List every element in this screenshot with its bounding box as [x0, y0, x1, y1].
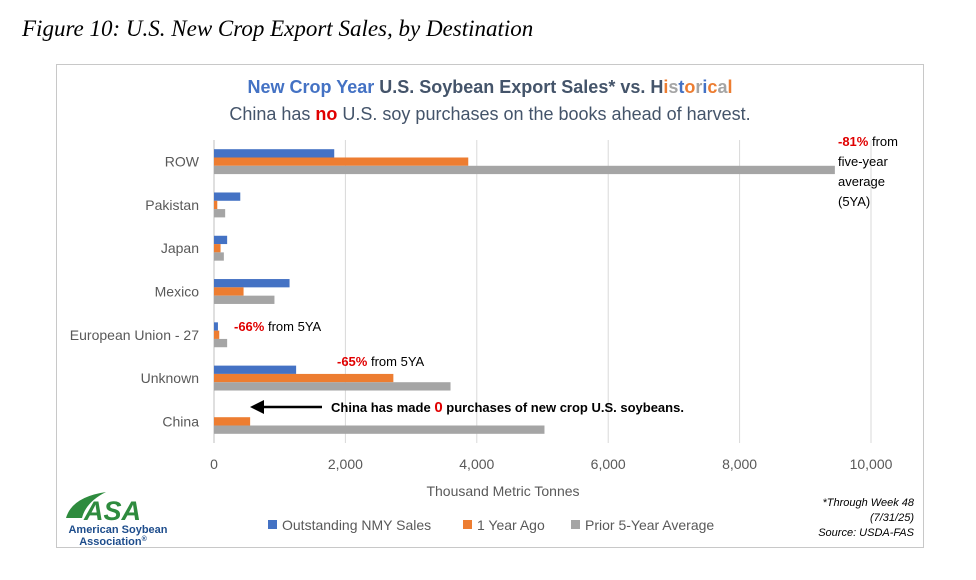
bar-2-6 [214, 425, 545, 434]
annotation-eu-pct: -66% [234, 319, 265, 334]
title-part-3: s [668, 77, 678, 97]
bar-0-1 [214, 192, 241, 201]
arrow-head-icon [250, 400, 264, 414]
legend-label-0: Outstanding NMY Sales [282, 517, 431, 533]
annotation-row-line2: five-year [838, 154, 889, 169]
gridlines [213, 140, 872, 443]
x-tick-label-2: 4,000 [459, 456, 494, 472]
title-part-8: c [707, 77, 717, 97]
bar-0-4 [214, 322, 218, 331]
title-part-2: i [663, 77, 668, 97]
subtitle-part-0: China has [229, 104, 315, 124]
x-tick-label-4: 8,000 [722, 456, 757, 472]
title-part-9: a [717, 77, 728, 97]
category-label-0: ROW [165, 154, 200, 170]
annotation-unknown: -65% from 5YA [337, 354, 425, 369]
x-tick-label-1: 2,000 [328, 456, 363, 472]
category-labels: ROW Pakistan Japan Mexico European Union - 2… [70, 154, 200, 430]
category-label-5: Unknown [141, 370, 199, 386]
asa-logo: ASA American Soybean Association® [66, 492, 168, 548]
bar-2-5 [214, 382, 451, 391]
bar-1-5 [214, 373, 394, 383]
annotation-unknown-rest: from 5YA [367, 354, 424, 369]
footnote-line1: *Through Week 48 [822, 497, 914, 509]
x-axis-label: Thousand Metric Tonnes [426, 483, 579, 499]
subtitle-part-1: no [315, 104, 337, 124]
legend-swatch-1 [463, 520, 472, 529]
bar-2-2 [214, 252, 224, 261]
bar-1-1 [214, 200, 218, 210]
x-tick-labels: 0 2,000 4,000 6,000 8,000 10,000 [210, 456, 893, 472]
footnote-source: Source: USDA-FAS [818, 527, 914, 539]
logo-name-line1: American Soybean [68, 524, 167, 536]
annotation-row-line1: -81% from [838, 134, 898, 149]
bar-1-3 [214, 287, 244, 296]
chart-title: New Crop Year U.S. Soybean Export Sales*… [248, 77, 733, 97]
annotation-row-from: from [868, 134, 898, 149]
bar-0-3 [214, 279, 290, 288]
x-tick-label-0: 0 [210, 456, 218, 472]
legend-swatch-0 [268, 520, 277, 529]
chart-frame [56, 64, 924, 548]
category-label-2: Japan [161, 240, 199, 256]
bar-0-5 [214, 365, 297, 374]
category-label-1: Pakistan [145, 197, 199, 213]
figure-title: Figure 10: U.S. New Crop Export Sales, b… [22, 16, 534, 41]
bars [214, 149, 835, 434]
bar-2-3 [214, 295, 275, 304]
bar-1-4 [214, 330, 220, 339]
annotation-eu: -66% from 5YA [234, 319, 322, 334]
bar-0-2 [214, 235, 228, 245]
chart-subtitle: China has no U.S. soy purchases on the b… [229, 104, 750, 124]
bar-0-0 [214, 149, 335, 158]
bar-1-0 [214, 157, 469, 166]
title-part-5: o [684, 77, 695, 97]
title-part-0: New Crop Year [248, 77, 380, 97]
x-tick-label-3: 6,000 [591, 456, 626, 472]
title-part-10: l [727, 77, 732, 97]
title-part-6: r [695, 77, 702, 97]
category-label-6: China [162, 413, 199, 429]
title-part-7: i [702, 77, 707, 97]
annotation-china-num: 0 [434, 399, 442, 416]
annotation-eu-rest: from 5YA [264, 319, 321, 334]
annotation-china-pre: China has made [331, 400, 434, 415]
annotation-unknown-pct: -65% [337, 354, 368, 369]
category-label-4: European Union - 27 [70, 327, 199, 343]
legend: Outstanding NMY Sales 1 Year Ago Prior 5-Y… [268, 517, 714, 533]
subtitle-part-2: U.S. soy purchases on the books ahead of… [337, 104, 750, 124]
bar-2-4 [214, 338, 228, 348]
logo-name-text: Association [79, 536, 142, 548]
legend-swatch-2 [571, 520, 580, 529]
category-label-3: Mexico [155, 284, 200, 300]
annotation-china-post: purchases of new crop U.S. soybeans. [443, 400, 684, 415]
logo-name-line2: Association® [79, 535, 147, 548]
annotation-row-line3: average [838, 174, 885, 189]
title-part-1: U.S. Soybean Export Sales* vs. H [379, 77, 663, 97]
bar-2-1 [214, 209, 226, 218]
legend-label-2: Prior 5-Year Average [585, 517, 714, 533]
bar-1-2 [214, 244, 221, 253]
bar-1-6 [214, 417, 251, 426]
annotation-row-pct: -81% [838, 134, 869, 149]
legend-label-1: 1 Year Ago [477, 517, 545, 533]
logo-leaf-icon [66, 492, 106, 518]
annotation-china: China has made 0 purchases of new crop U… [331, 399, 684, 416]
annotation-row-line4: (5YA) [838, 194, 870, 209]
logo-abbr: ASA [83, 496, 141, 526]
china-arrow [250, 400, 322, 414]
logo-registered-mark: ® [142, 535, 148, 543]
bar-2-0 [214, 165, 835, 175]
footnote-line2: (7/31/25) [870, 512, 914, 524]
x-tick-label-5: 10,000 [850, 456, 893, 472]
title-part-4: t [678, 77, 684, 97]
